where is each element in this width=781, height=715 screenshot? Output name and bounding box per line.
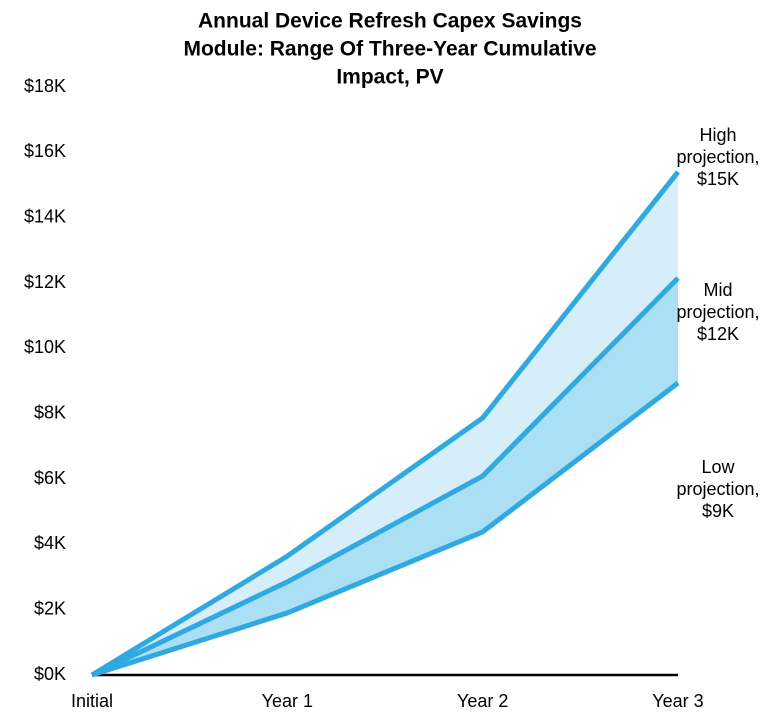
y-tick-label: $10K	[24, 337, 66, 357]
series-label: High	[699, 125, 736, 145]
x-tick-label: Initial	[71, 691, 113, 711]
series-label: Mid	[703, 280, 732, 300]
x-tick-label: Year 1	[262, 691, 313, 711]
chart-title: Impact, PV	[336, 66, 443, 89]
series-label: projection,	[676, 147, 759, 167]
y-tick-label: $2K	[34, 598, 66, 618]
y-tick-label: $16K	[24, 141, 66, 161]
series-label: $15K	[697, 169, 739, 189]
series-line	[90, 276, 680, 678]
series-label: projection,	[676, 479, 759, 499]
series-label: Low	[701, 457, 735, 477]
series-line	[91, 380, 680, 678]
series-label: $12K	[697, 324, 739, 344]
y-tick-label: $12K	[24, 272, 66, 292]
chart-title: Module: Range Of Three-Year Cumulative	[183, 38, 596, 61]
series-label: $9K	[702, 501, 734, 521]
y-tick-label: $6K	[34, 468, 66, 488]
y-tick-label: $0K	[34, 664, 66, 684]
x-tick-label: Year 2	[457, 691, 508, 711]
y-tick-label: $18K	[24, 76, 66, 96]
series-label: projection,	[676, 302, 759, 322]
y-tick-label: $14K	[24, 206, 66, 226]
y-tick-label: $8K	[34, 402, 66, 422]
chart-title: Annual Device Refresh Capex Savings	[198, 10, 582, 33]
series-line	[90, 170, 680, 678]
x-tick-label: Year 3	[652, 691, 703, 711]
y-tick-label: $4K	[34, 533, 66, 553]
